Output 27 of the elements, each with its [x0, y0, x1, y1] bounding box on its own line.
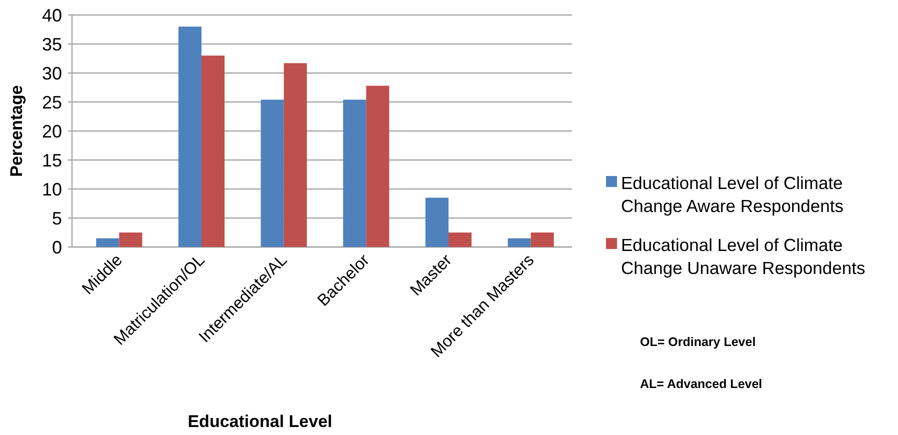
bar — [530, 232, 554, 247]
y-tick-label: 35 — [42, 34, 62, 54]
bar — [178, 26, 202, 247]
y-tick-label: 0 — [52, 237, 62, 258]
bar — [508, 238, 531, 247]
y-tick-label: 5 — [52, 208, 62, 228]
y-tick-label: 25 — [42, 92, 62, 112]
y-tick-label: 10 — [42, 179, 62, 200]
legend-label: Educational Level of Climate Change Aware Respondents — [621, 173, 844, 216]
bar — [366, 86, 390, 247]
bar — [260, 100, 284, 247]
bar — [343, 100, 366, 247]
bar — [119, 232, 142, 247]
legend-label: Educational Level of Climate Change Unaware Respondents — [621, 235, 866, 278]
y-tick-label: 40 — [42, 5, 62, 26]
bar — [448, 232, 472, 247]
text: OL= Ordinary Level — [640, 335, 756, 349]
y-tick-label: 20 — [42, 121, 62, 142]
bar — [202, 56, 225, 247]
y-tick-label: 15 — [42, 150, 62, 170]
bar — [96, 238, 120, 247]
x-axis-title: Educational Level — [188, 412, 332, 431]
text: AL= Advanced Level — [640, 377, 762, 391]
bar — [425, 198, 448, 247]
y-axis-title: Percentage — [7, 85, 26, 177]
y-tick-label: 30 — [42, 63, 62, 84]
bar — [284, 63, 307, 247]
